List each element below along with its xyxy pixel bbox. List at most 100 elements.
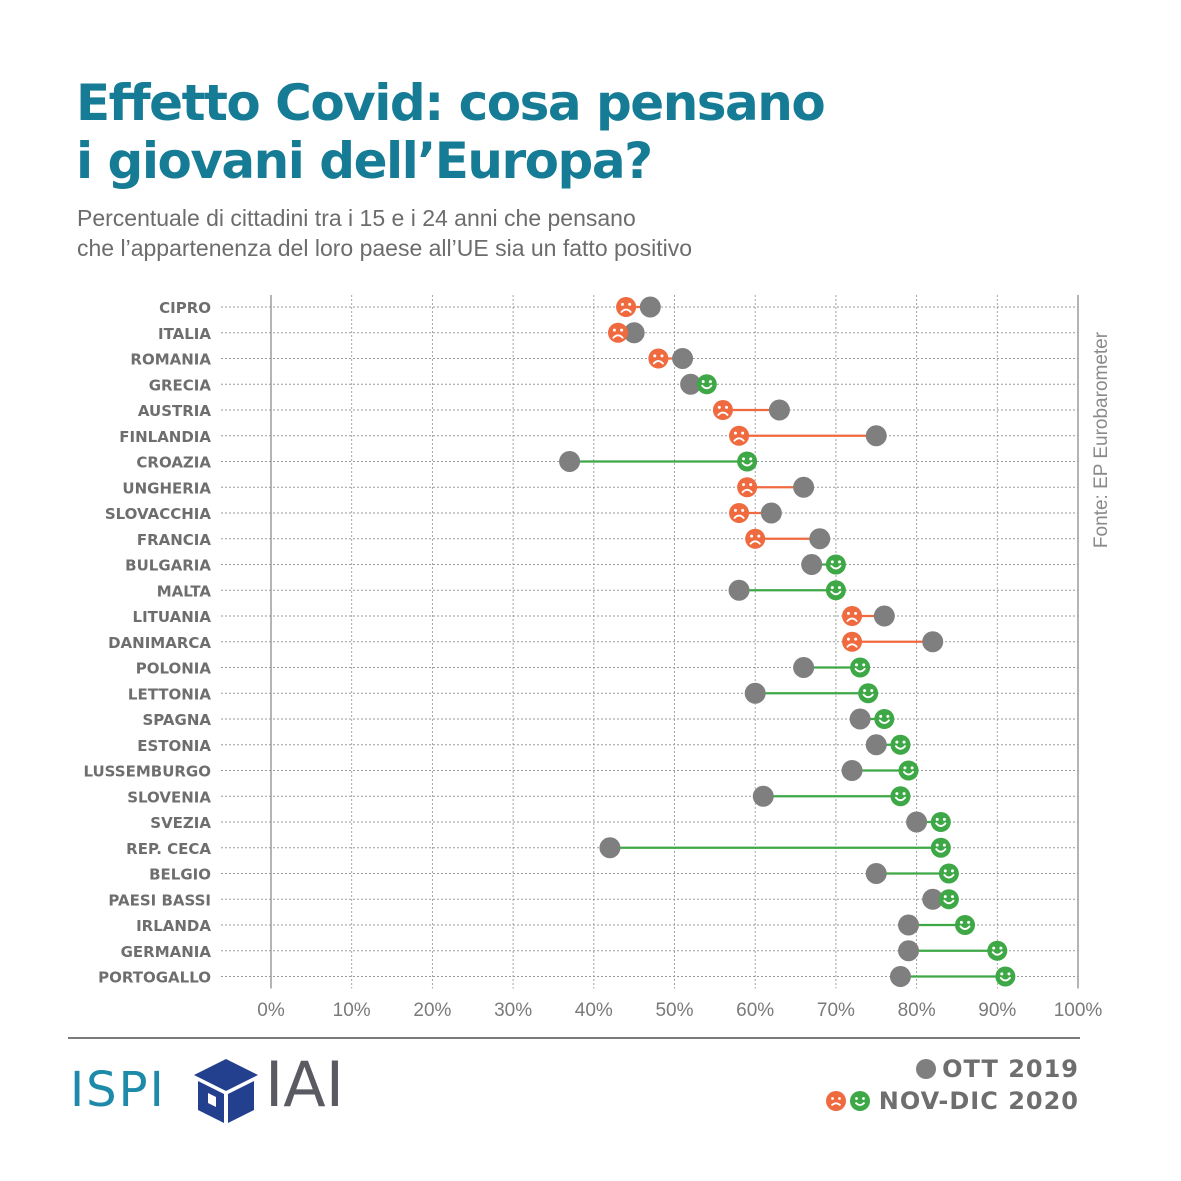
face-eye (999, 946, 1003, 950)
point-oct-2019 (672, 348, 694, 369)
face-mouth (846, 643, 858, 648)
point-oct-2019 (559, 451, 581, 472)
country-label: AUSTRIA (138, 402, 211, 420)
face-circle (955, 915, 976, 935)
face-mouth (733, 514, 745, 519)
frown-face-icon (616, 297, 637, 317)
face-eye (708, 380, 712, 384)
face-eye (742, 483, 746, 487)
country-label: CROAZIA (136, 454, 211, 472)
legend-item-oct-2019: OTT 2019 (825, 1053, 1079, 1085)
frown-face-icon (737, 477, 758, 498)
face-eye (942, 817, 946, 821)
x-tick-label: 50% (655, 1000, 693, 1021)
smile-face-icon (849, 1091, 870, 1111)
legend-item-nov-dic-2020: NOV-DIC 2020 (825, 1085, 1079, 1117)
face-eye (935, 843, 939, 847)
point-oct-2019 (801, 554, 823, 575)
face-circle (696, 374, 717, 395)
frown-face-icon (842, 631, 863, 652)
source-label: Fonte: EP Eurobarometer (1091, 331, 1112, 548)
point-oct-2019 (760, 502, 782, 524)
point-oct-2019 (865, 425, 887, 447)
point-oct-2019 (623, 322, 645, 344)
face-circle (930, 812, 951, 832)
face-mouth (652, 360, 664, 365)
point-oct-2019 (841, 760, 863, 781)
x-tick-label: 90% (978, 1000, 1016, 1021)
chart-subtitle-line-1: Percentuale di cittadini tra i 15 e i 24… (77, 205, 636, 231)
x-tick-label: 40% (575, 1000, 613, 1021)
frown-face-icon (729, 425, 750, 446)
x-tick-label: 70% (817, 1000, 855, 1021)
face-eye (838, 560, 841, 564)
country-label: IRLANDA (136, 917, 211, 935)
face-eye (862, 663, 866, 667)
face-mouth (612, 334, 624, 339)
country-label: REP. CECA (126, 840, 211, 858)
face-eye (1000, 972, 1004, 976)
face-circle (938, 889, 959, 910)
face-mouth (749, 540, 761, 545)
face-eye (863, 689, 867, 693)
face-mouth (741, 488, 753, 494)
face-eye (902, 792, 906, 796)
smile-face-icon (850, 657, 871, 678)
face-eye (830, 586, 834, 590)
point-oct-2019 (639, 296, 661, 318)
face-eye (854, 611, 858, 615)
chart-subtitle-line-2: che l’appartenenza del loro paese all’UE… (77, 235, 692, 261)
point-oct-2019 (728, 579, 750, 601)
country-label: LITUANIA (133, 608, 212, 626)
face-circle (608, 322, 629, 343)
face-circle (648, 348, 669, 369)
face-eye (741, 508, 745, 512)
face-circle (842, 631, 863, 652)
point-oct-2019 (599, 837, 621, 859)
smile-face-icon (995, 966, 1016, 987)
face-mouth (830, 564, 842, 570)
face-circle (616, 297, 637, 317)
legend-faces-icon (825, 1091, 870, 1111)
point-oct-2019 (680, 373, 702, 395)
face-eye (886, 714, 890, 718)
country-label: FINLANDIA (119, 428, 211, 446)
face-eye (612, 328, 616, 332)
legend: OTT 2019 NOV-DIC 2020 (825, 1053, 1079, 1117)
face-eye (950, 895, 954, 899)
face-eye (895, 792, 899, 796)
country-label: SVEZIA (150, 814, 211, 832)
face-eye (855, 663, 859, 667)
face-eye (943, 869, 947, 873)
face-eye (620, 302, 624, 306)
smile-face-icon (938, 863, 959, 884)
face-eye (628, 302, 632, 306)
face-mouth (878, 719, 890, 724)
smile-face-icon (737, 451, 758, 472)
frown-face-icon (648, 348, 669, 369)
country-label: POLONIA (136, 660, 212, 678)
face-eye (959, 920, 963, 924)
x-tick-label: 80% (898, 1000, 936, 1021)
point-oct-2019 (906, 811, 928, 833)
face-mouth (830, 590, 842, 596)
x-tick-label: 10% (333, 1000, 371, 1021)
country-label: SLOVENIA (127, 788, 211, 806)
ispi-logo: ISPI (70, 1062, 166, 1118)
face-circle (850, 657, 871, 678)
face-mouth (854, 667, 866, 673)
face-eye (725, 405, 729, 409)
face-mouth (862, 693, 874, 699)
x-tick-label: 60% (736, 1000, 774, 1021)
face-eye (879, 714, 883, 718)
chart-title-line-2: i giovani dell’Europa? (76, 132, 653, 190)
rows-layer: CIPRO ITALIA ROMANIA GRECIA AUSTRIA FINLANDIA… (83, 296, 1016, 987)
frown-face-icon (745, 528, 766, 549)
point-oct-2019 (809, 528, 831, 550)
face-mouth (741, 461, 753, 467)
face-circle (890, 734, 911, 755)
frown-face-icon (608, 322, 629, 343)
point-oct-2019 (922, 631, 944, 653)
smile-face-icon (930, 837, 951, 858)
frown-face-icon (729, 503, 750, 523)
